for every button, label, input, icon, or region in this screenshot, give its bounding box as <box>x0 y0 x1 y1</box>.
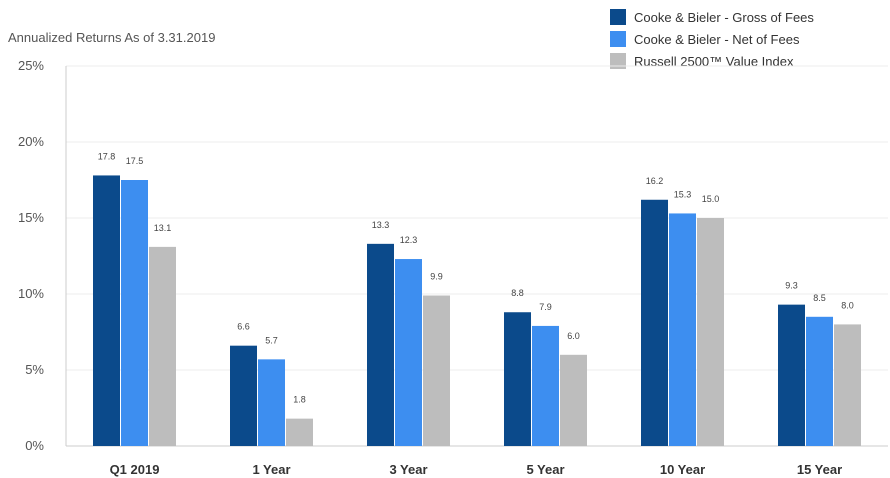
bar-value-label: 15.0 <box>702 194 720 204</box>
x-tick-label: 15 Year <box>797 462 842 477</box>
bar <box>532 325 559 446</box>
y-tick-label: 20% <box>18 134 44 149</box>
bar <box>504 312 531 446</box>
bar <box>149 246 176 446</box>
bar <box>778 304 805 446</box>
bar-value-label: 9.9 <box>430 272 443 282</box>
bar <box>669 213 696 446</box>
legend-swatch-net <box>610 31 626 47</box>
bar-value-label: 17.5 <box>126 156 144 166</box>
bar-value-label: 15.3 <box>674 189 692 199</box>
y-tick-label: 10% <box>18 286 44 301</box>
bar-value-label: 16.2 <box>646 176 664 186</box>
bar <box>395 259 422 446</box>
y-tick-label: 25% <box>18 58 44 73</box>
legend: Cooke & Bieler - Gross of Fees Cooke & B… <box>610 6 814 72</box>
y-tick-label: 15% <box>18 210 44 225</box>
bar <box>93 175 120 446</box>
bar <box>560 354 587 446</box>
legend-swatch-index <box>610 53 626 69</box>
bar-value-label: 5.7 <box>265 335 278 345</box>
bar-value-label: 7.9 <box>539 302 552 312</box>
bar <box>423 295 450 446</box>
bar <box>697 218 724 446</box>
bar-value-label: 13.3 <box>372 220 390 230</box>
legend-item-index: Russell 2500™ Value Index <box>610 50 814 72</box>
x-tick-label: 1 Year <box>252 462 290 477</box>
bar <box>258 359 285 446</box>
bar-value-label: 9.3 <box>785 281 798 291</box>
legend-item-net: Cooke & Bieler - Net of Fees <box>610 28 814 50</box>
bar <box>367 243 394 446</box>
bar-value-label: 6.6 <box>237 322 250 332</box>
bar <box>230 345 257 446</box>
bar-value-label: 8.8 <box>511 288 524 298</box>
x-tick-label: 3 Year <box>389 462 427 477</box>
bar-value-label: 13.1 <box>154 223 172 233</box>
y-tick-label: 0% <box>25 438 44 453</box>
legend-label-gross: Cooke & Bieler - Gross of Fees <box>634 9 814 25</box>
bar-value-label: 1.8 <box>293 395 306 405</box>
legend-swatch-gross <box>610 9 626 25</box>
bar-value-label: 6.0 <box>567 331 580 341</box>
bar <box>806 316 833 446</box>
legend-label-index: Russell 2500™ Value Index <box>634 53 794 69</box>
y-tick-label: 5% <box>25 362 44 377</box>
x-tick-label: 5 Year <box>526 462 564 477</box>
legend-label-net: Cooke & Bieler - Net of Fees <box>634 31 800 47</box>
bar-value-label: 17.8 <box>98 151 116 161</box>
chart-subtitle: Annualized Returns As of 3.31.2019 <box>8 30 216 45</box>
x-tick-label: 10 Year <box>660 462 705 477</box>
bar <box>641 199 668 446</box>
bar <box>834 324 861 446</box>
bar-value-label: 12.3 <box>400 235 418 245</box>
bar-value-label: 8.5 <box>813 293 826 303</box>
x-tick-label: Q1 2019 <box>110 462 160 477</box>
bar <box>286 418 313 446</box>
bar <box>121 180 148 446</box>
bar-value-label: 8.0 <box>841 300 854 310</box>
legend-item-gross: Cooke & Bieler - Gross of Fees <box>610 6 814 28</box>
